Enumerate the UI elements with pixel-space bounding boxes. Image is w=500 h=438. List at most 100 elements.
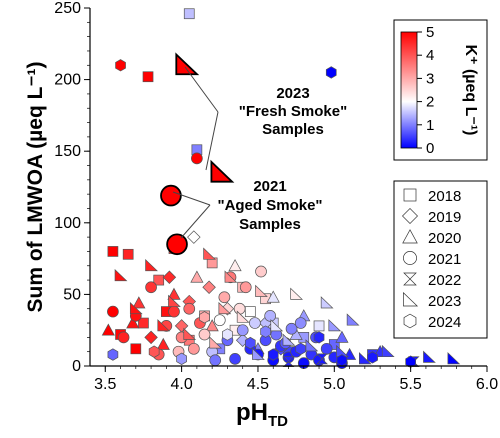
data-point-hexagon xyxy=(244,336,256,350)
colorbar-label: K⁺ (µeq L⁻¹) xyxy=(462,45,479,136)
data-point-circle xyxy=(236,324,249,337)
data-point-diamond xyxy=(202,280,216,294)
x-tick-label: 4.0 xyxy=(170,376,192,393)
data-point-square xyxy=(313,320,325,332)
data-point-square xyxy=(138,317,149,329)
data-point-hexagon xyxy=(267,348,279,361)
data-point-hexagon xyxy=(325,66,337,79)
data-point-right-triangle xyxy=(224,270,238,283)
data-point-right-triangle xyxy=(346,313,360,326)
data-point-right-triangle xyxy=(168,294,181,307)
legend: 2018 2019 2020 2021 2022 2023 2024 xyxy=(393,180,488,339)
legend-label: 2022 xyxy=(428,272,461,289)
x-axis-label: pHTD xyxy=(236,399,288,430)
data-point-triangle xyxy=(266,290,280,303)
data-point-circle xyxy=(168,305,180,318)
data-point-circle xyxy=(320,342,333,355)
data-point-circle xyxy=(209,354,222,367)
data-point-square xyxy=(122,248,134,260)
data-point-triangle xyxy=(156,337,170,350)
data-point-right-triangle xyxy=(203,247,216,260)
data-point-square xyxy=(183,8,195,20)
data-point-circle xyxy=(117,331,130,344)
legend-marker-hexagon xyxy=(403,313,417,329)
data-point-diamond xyxy=(162,270,177,284)
x-tick-label: 4.5 xyxy=(247,376,269,393)
y-axis-ticks: 0 50 100 150 200 250 xyxy=(54,0,90,375)
x-tick-label: 6.0 xyxy=(476,376,498,393)
data-point-hexagon xyxy=(313,331,325,344)
data-point-right-triangle xyxy=(447,352,461,365)
data-point-circle xyxy=(191,152,203,165)
data-point-circle xyxy=(187,342,200,355)
data-point-circle xyxy=(264,310,277,322)
highlight-point-fresh xyxy=(175,52,200,76)
data-point-right-triangle xyxy=(328,319,342,332)
data-point-right-triangle xyxy=(236,310,250,323)
annotation-leader-line xyxy=(184,66,219,113)
annotation-text: 2021 xyxy=(253,178,286,195)
data-point-circle xyxy=(107,305,119,318)
data-point-triangle xyxy=(190,270,204,283)
data-point-circle xyxy=(198,328,211,341)
y-tick-label: 200 xyxy=(54,72,81,89)
annotation-leader-line xyxy=(180,204,211,239)
data-point-hexagon xyxy=(107,348,119,361)
data-point-diamond xyxy=(187,230,201,244)
data-point-right-triangle xyxy=(358,352,372,365)
x-tick-label: 5.5 xyxy=(400,376,422,393)
data-point-hexagon xyxy=(148,345,160,358)
data-point-triangle xyxy=(101,323,115,336)
legend-marker-right-triangle xyxy=(403,291,419,307)
legend-frame xyxy=(393,180,488,339)
data-point-triangle xyxy=(132,296,146,309)
data-point-square xyxy=(130,343,142,355)
annotation-leader-line xyxy=(205,111,219,171)
colorbar-tick-label: 5 xyxy=(426,24,434,41)
data-point-square xyxy=(107,246,119,257)
legend-label: 2019 xyxy=(428,209,461,226)
data-point-circle xyxy=(218,291,231,304)
y-tick-label: 0 xyxy=(72,358,81,375)
data-point-circle xyxy=(294,317,307,329)
data-point-right-triangle xyxy=(114,268,128,282)
data-point-diamond xyxy=(144,330,158,345)
annotation-text: Samples xyxy=(262,121,324,138)
data-point-hourglass xyxy=(282,356,295,368)
colorbar-gradient xyxy=(400,31,418,149)
colorbar-tick-label: 2 xyxy=(426,94,434,111)
x-axis-ticks: 3.5 4.0 4.5 5.0 5.5 6.0 xyxy=(94,366,498,393)
y-tick-label: 250 xyxy=(54,0,81,17)
highlight-point-aged xyxy=(160,184,182,207)
data-point-circle xyxy=(285,322,298,335)
data-point-hexagon xyxy=(367,351,378,364)
data-point-square xyxy=(142,71,154,83)
data-point-hexagon xyxy=(176,352,187,365)
highlighted-points xyxy=(160,52,235,256)
data-point-right-triangle xyxy=(209,336,223,349)
data-point-circle xyxy=(255,265,267,278)
annotation-text: "Fresh Smoke" xyxy=(239,103,347,120)
data-point-hexagon xyxy=(295,342,307,355)
highlight-point-fresh xyxy=(210,159,235,183)
data-point-hexagon xyxy=(222,328,233,341)
data-point-triangle xyxy=(228,259,242,272)
data-point-square xyxy=(153,274,165,286)
data-point-circle xyxy=(233,302,246,315)
data-point-hourglass xyxy=(316,353,328,365)
data-point-triangle xyxy=(205,319,219,332)
data-point-right-triangle xyxy=(305,339,319,352)
legend-label: 2020 xyxy=(428,230,461,247)
data-point-square xyxy=(244,306,256,317)
y-tick-label: 50 xyxy=(63,286,81,303)
data-point-right-triangle xyxy=(129,301,143,315)
data-point-triangle xyxy=(335,330,349,343)
y-axis-label: Sum of LMWOA (µeq L⁻¹) xyxy=(24,61,47,312)
y-tick-label: 150 xyxy=(54,143,81,160)
data-point-circle xyxy=(183,302,196,315)
colorbar: 0 1 2 3 4 5 K⁺ (µeq L⁻¹) xyxy=(393,19,488,161)
legend-label: 2021 xyxy=(428,251,461,268)
data-point-right-triangle xyxy=(290,287,304,300)
highlight-point-aged xyxy=(166,233,188,256)
data-point-hexagon xyxy=(199,311,210,324)
